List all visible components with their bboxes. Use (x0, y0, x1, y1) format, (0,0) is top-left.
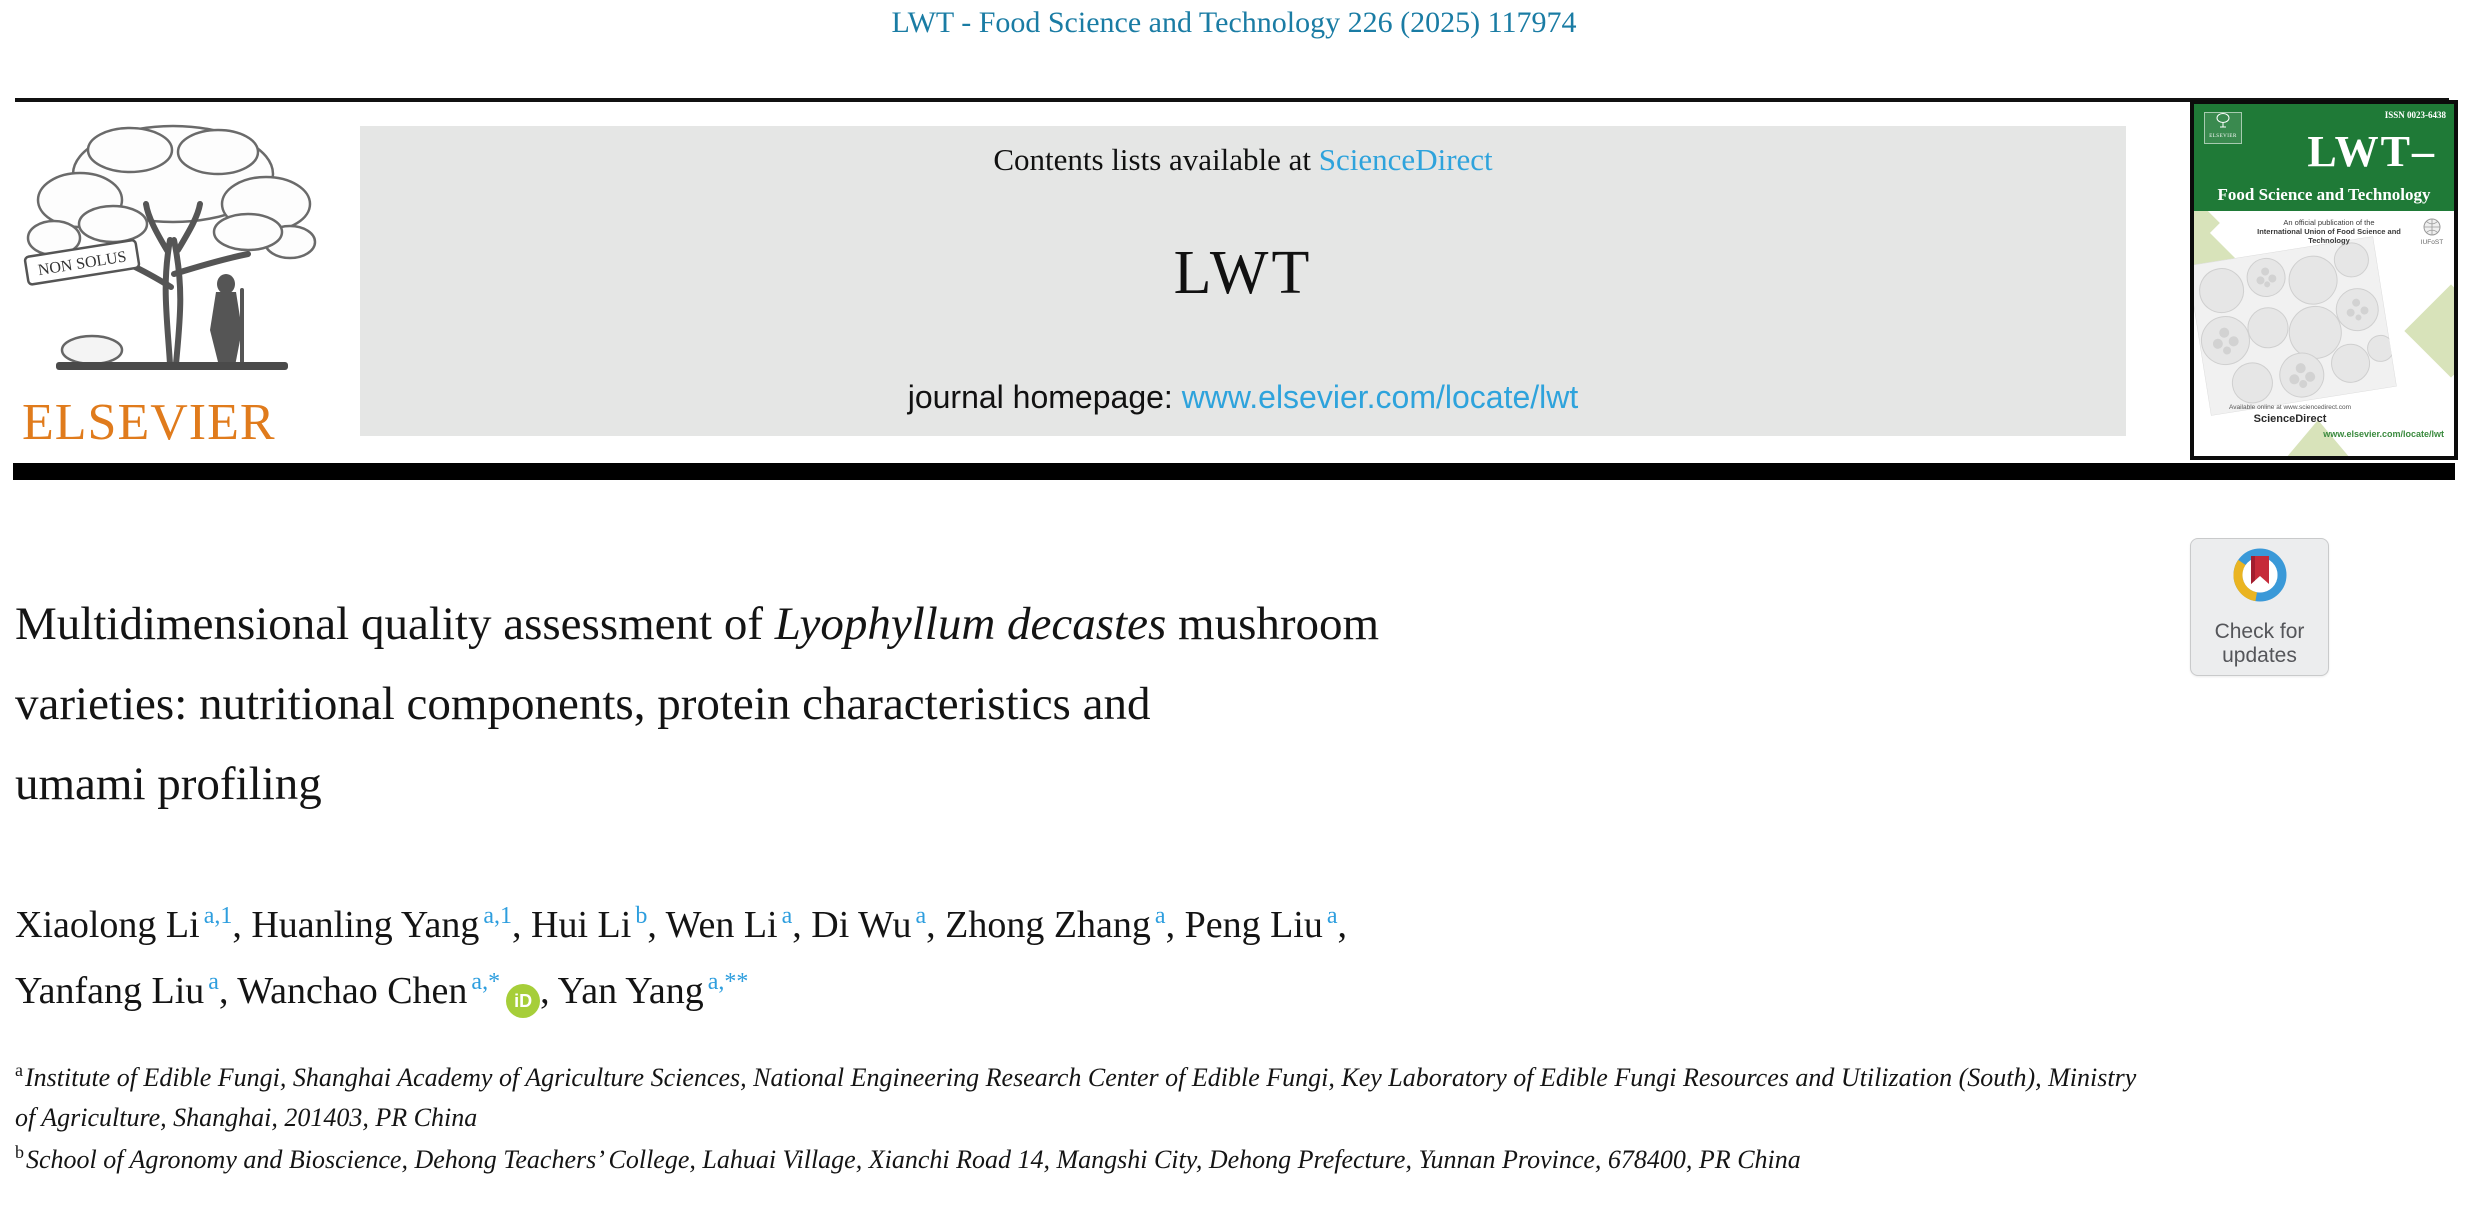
author-xiaolong-li: Xiaolong Li a,1, (15, 903, 252, 946)
cover-issn: ISSN 0023-6438 (2384, 110, 2446, 120)
sciencedirect-link[interactable]: ScienceDirect (1318, 142, 1493, 177)
contents-line: Contents lists available at ScienceDirec… (360, 142, 2126, 178)
author-affil-sup: a (781, 903, 793, 929)
check-badge-line1: Check for (2214, 620, 2305, 643)
author-huanling-yang: Huanling Yang a,1, (251, 903, 532, 946)
cover-decor-triangle (2286, 420, 2350, 456)
affiliation-sup: b (15, 1142, 24, 1162)
elsevier-tree-icon: NON SOLUS (23, 124, 317, 370)
cover-available-note: Available online at www.sciencedirect.co… (2229, 404, 2351, 411)
author-affil-sup: b (635, 903, 648, 929)
top-divider-rule (15, 98, 2449, 102)
author-affil-sup: a (1154, 903, 1166, 929)
author-wanchao-chen: Wanchao Chen a,*iD, (237, 969, 557, 1018)
title-text: umami profiling (15, 758, 322, 810)
author-affil-sup: a,1 (203, 903, 233, 929)
title-text: varieties: nutritional components, prote… (15, 678, 1151, 730)
check-badge-line2: updates (2222, 644, 2297, 667)
cover-elsevier-label: ELSEVIER (2209, 134, 2237, 139)
elsevier-wordmark: ELSEVIER (22, 394, 276, 451)
journal-banner: Contents lists available at ScienceDirec… (360, 126, 2126, 436)
author-affil-sup: a,** (707, 969, 749, 995)
journal-citation: LWT - Food Science and Technology 226 (2… (891, 6, 1577, 39)
affiliation-a: aInstitute of Edible Fungi, Shanghai Aca… (15, 1058, 2155, 1138)
elsevier-logo[interactable]: NON SOLUS ELSEVIER (18, 112, 348, 452)
section-divider-bar (13, 463, 2455, 480)
author-yanfang-liu: Yanfang Liu a, (15, 969, 238, 1012)
author-di-wu: Di Wu a, (811, 903, 946, 946)
affiliation-b: bSchool of Agronomy and Bioscience, Deho… (15, 1140, 2155, 1180)
orcid-icon[interactable]: iD (506, 984, 541, 1018)
author-affil-sup: a (915, 903, 927, 929)
affiliations-block: aInstitute of Edible Fungi, Shanghai Aca… (15, 1058, 2155, 1182)
cover-subtitle: Food Science and Technology (2217, 185, 2431, 204)
official-note-line2: International Union of Food Science and … (2257, 227, 2401, 245)
cover-official-note: An official publication of the Internati… (2246, 218, 2412, 245)
cover-site-url: www.elsevier.com/locate/lwt (2323, 429, 2444, 439)
author-affil-sup: a,* (471, 969, 501, 995)
author-affil-sup: a (208, 969, 219, 995)
contents-text: Contents lists available at (993, 142, 1319, 177)
homepage-line: journal homepage: www.elsevier.com/locat… (360, 379, 2126, 416)
author-list: Xiaolong Li a,1, Huanling Yang a,1, Hui Li… (15, 892, 1775, 1024)
author-wen-li: Wen Li a, (665, 903, 812, 946)
affiliation-sup: a (15, 1060, 23, 1080)
author-yan-yang: Yan Yang a,** (557, 969, 749, 1012)
author-hui-li: Hui Li b, (531, 903, 666, 946)
author-affil-sup: a (1326, 903, 1338, 929)
species-name-italic: Lyophyllum decastes (774, 598, 1167, 650)
journal-homepage-link[interactable]: www.elsevier.com/locate/lwt (1181, 379, 1579, 415)
check-for-updates-badge[interactable]: Check for updates (2190, 538, 2329, 676)
journal-title: LWT (1173, 239, 1313, 307)
affiliation-text: School of Agronomy and Bioscience, Dehon… (26, 1145, 1801, 1174)
author-peng-liu: Peng Liu a, (1184, 903, 1347, 946)
article-title: Multidimensional quality assessment of L… (15, 584, 1715, 824)
official-note-line1: An official publication of the (2283, 218, 2375, 227)
cover-header: ELSEVIER ISSN 0023-6438 LWT– Food Scienc… (2194, 104, 2454, 211)
affiliation-text: Institute of Edible Fungi, Shanghai Acad… (15, 1063, 2137, 1132)
cover-elsevier-logo: ELSEVIER (2204, 112, 2242, 144)
author-affil-sup: a,1 (483, 903, 513, 929)
iufost-label: IUFoST (2421, 239, 2443, 246)
homepage-label: journal homepage: (907, 379, 1182, 415)
iufost-emblem: IUFoST (2418, 216, 2446, 253)
cover-decor-diamond (2404, 284, 2454, 378)
title-text: mushroom (1166, 598, 1380, 650)
check-badge-text: Check for updates (2191, 620, 2328, 668)
author-zhong-zhang: Zhong Zhang a, (945, 903, 1185, 946)
cover-sciencedirect-label: ScienceDirect (2253, 413, 2327, 425)
journal-cover-thumbnail[interactable]: ELSEVIER ISSN 0023-6438 LWT– Food Scienc… (2190, 100, 2458, 460)
cover-fruit-image (2194, 235, 2398, 417)
check-updates-icon (2233, 548, 2286, 602)
cover-title: LWT– (2307, 127, 2436, 176)
title-text: Multidimensional quality assessment of (15, 598, 775, 650)
